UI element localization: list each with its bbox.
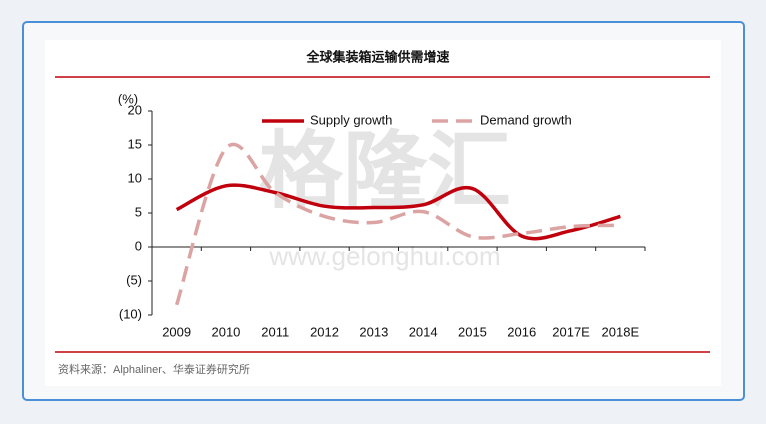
- y-tick-label: 10: [128, 170, 142, 185]
- y-tick-label: 15: [128, 136, 142, 151]
- x-tick-label: 2009: [162, 324, 191, 339]
- x-tick-label: 2010: [211, 324, 240, 339]
- line-series: [175, 183, 621, 241]
- y-tick-label: (10): [119, 306, 142, 321]
- y-tick-label: 20: [128, 102, 142, 117]
- legend-label: Demand growth: [480, 112, 572, 127]
- x-tick-label: 2012: [310, 324, 339, 339]
- panel: [45, 40, 721, 386]
- watermark: 格隆汇: [259, 124, 511, 218]
- line-series: [174, 142, 621, 306]
- x-tick-label: 2013: [359, 324, 388, 339]
- source: 资料来源：Alphaliner、华泰证券研究所: [58, 362, 250, 376]
- y-tick-label: 0: [135, 238, 142, 253]
- x-tick-label: 2014: [409, 324, 438, 339]
- watermark-url: www.gelonghui.com: [268, 241, 500, 271]
- y-axis-label: (%): [118, 91, 138, 106]
- x-tick-label: 2015: [458, 324, 487, 339]
- x-tick-label: 2017E: [552, 324, 590, 339]
- x-tick-label: 2011: [261, 324, 289, 339]
- x-tick-label: 2018E: [602, 324, 640, 339]
- x-tick-label: 2016: [507, 324, 536, 339]
- chart-title: 全球集装箱运输供需增速: [305, 49, 449, 64]
- y-tick-label: 5: [135, 204, 142, 219]
- legend-label: Supply growth: [310, 112, 392, 127]
- y-tick-label: (5): [126, 272, 142, 287]
